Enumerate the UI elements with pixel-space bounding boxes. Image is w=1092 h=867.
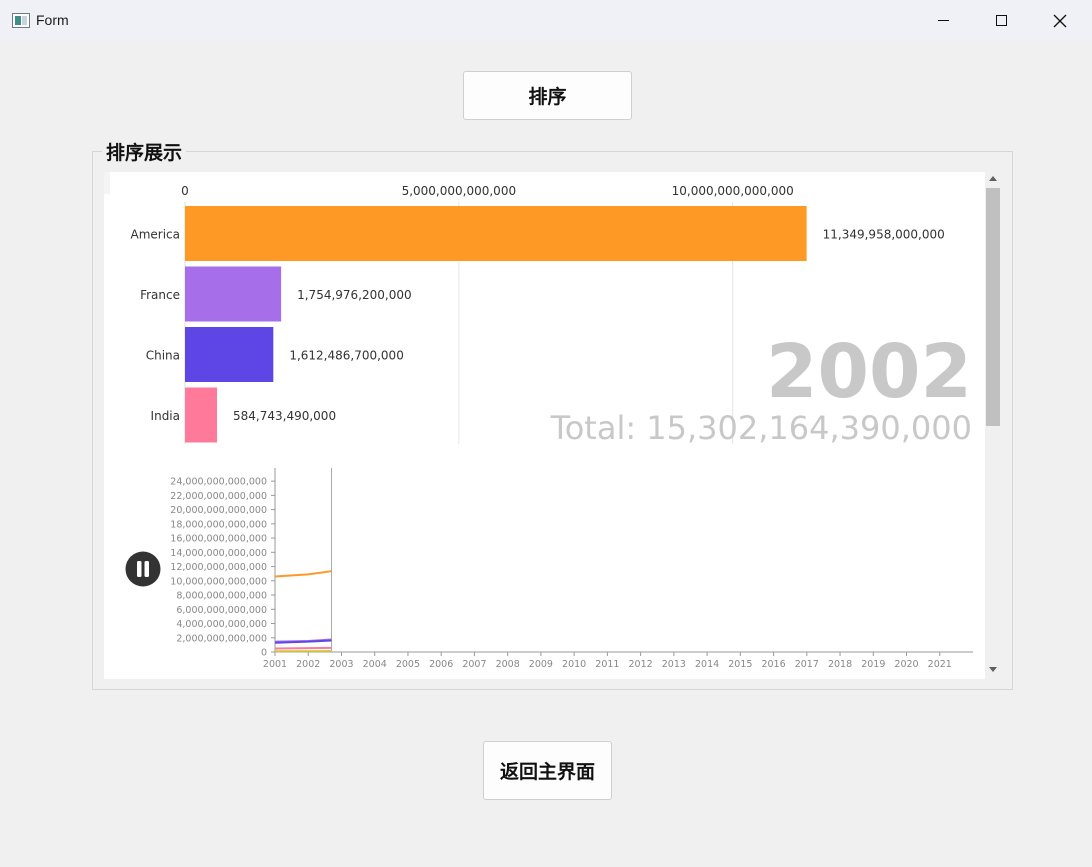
pause-button[interactable] — [125, 551, 161, 587]
chart-view: 0 5,000,000,000,000 10,000,000,000,000 2002… — [104, 172, 985, 679]
scroll-up-arrow-icon[interactable] — [989, 176, 997, 181]
line-x-tick-label: 2016 — [761, 659, 785, 670]
window-title: Form — [36, 12, 69, 28]
scroll-thumb[interactable] — [986, 188, 1000, 426]
pause-icon — [137, 561, 142, 577]
line-x-tick-label: 2019 — [861, 659, 885, 670]
line-y-tick-label: 6,000,000,000,000 — [176, 605, 267, 616]
bar-category-label: America — [131, 228, 181, 242]
line-x-tick-label: 2002 — [296, 659, 320, 670]
line-x-tick-label: 2010 — [562, 659, 586, 670]
line-x-tick-label: 2017 — [795, 659, 819, 670]
window-app-icon — [12, 13, 30, 28]
bar-category-label: China — [146, 349, 180, 363]
back-to-main-button[interactable]: 返回主界面 — [483, 741, 612, 800]
line-series-3 — [274, 646, 332, 650]
line-y-tick-label: 10,000,000,000,000 — [170, 576, 267, 587]
timeline-line-chart: 0 2,000,000,000,000 4,000,000,000,000 6,000… — [125, 468, 973, 670]
bar-india — [185, 387, 218, 443]
line-y-tick-label: 16,000,000,000,000 — [170, 534, 267, 545]
title-bar: Form — [0, 0, 1092, 41]
line-x-tick-label: 2015 — [728, 659, 752, 670]
bar-x-tick-label: 5,000,000,000,000 — [402, 184, 517, 198]
bar-value-label: 11,349,958,000,000 — [823, 228, 945, 242]
pause-icon-bar — [144, 561, 149, 577]
line-y-tick-label: 12,000,000,000,000 — [170, 562, 267, 573]
line-y-tick-label: 2,000,000,000,000 — [176, 633, 267, 644]
bar-value-label: 1,612,486,700,000 — [289, 349, 404, 363]
line-x-tick-label: 2014 — [695, 659, 719, 670]
bar-value-label: 584,743,490,000 — [233, 409, 336, 423]
bar-x-tick-label: 0 — [181, 184, 189, 198]
line-x-tick-label: 2005 — [396, 659, 420, 670]
vertical-scrollbar[interactable] — [985, 172, 1001, 679]
groupbox-title: 排序展示 — [102, 138, 187, 165]
line-y-tick-label: 0 — [261, 648, 267, 659]
pause-button-bg — [125, 551, 161, 587]
line-series-2 — [274, 639, 332, 644]
line-y-tick-label: 20,000,000,000,000 — [170, 505, 267, 516]
line-y-tick-label: 18,000,000,000,000 — [170, 519, 267, 530]
line-x-tick-label: 2011 — [595, 659, 619, 670]
bar-race-chart: 0 5,000,000,000,000 10,000,000,000,000 2002… — [131, 184, 973, 447]
line-x-tick-label: 2012 — [629, 659, 653, 670]
bar-france — [185, 266, 282, 322]
line-x-tick-label: 2006 — [429, 659, 453, 670]
line-x-tick-label: 2018 — [828, 659, 852, 670]
line-y-tick-label: 24,000,000,000,000 — [170, 477, 267, 488]
line-y-tick-label: 22,000,000,000,000 — [170, 491, 267, 502]
sort-display-groupbox — [92, 151, 1013, 690]
line-x-tick-label: 2007 — [462, 659, 486, 670]
bar-category-label: France — [140, 288, 180, 302]
line-y-tick-label: 8,000,000,000,000 — [176, 591, 267, 602]
minimize-button[interactable] — [914, 0, 972, 41]
line-x-tick-label: 2013 — [662, 659, 686, 670]
scroll-down-arrow-icon[interactable] — [989, 667, 997, 672]
line-x-tick-label: 2004 — [363, 659, 387, 670]
bar-x-tick-label: 10,000,000,000,000 — [672, 184, 794, 198]
line-x-tick-label: 2008 — [496, 659, 520, 670]
line-y-tick-label: 4,000,000,000,000 — [176, 619, 267, 630]
chart-svg: 0 5,000,000,000,000 10,000,000,000,000 2002… — [125, 184, 973, 670]
maximize-button[interactable] — [972, 0, 1030, 41]
line-y-tick-label: 14,000,000,000,000 — [170, 548, 267, 559]
close-button[interactable] — [1031, 0, 1089, 41]
bar-category-label: India — [151, 409, 180, 423]
bar-china — [185, 327, 274, 382]
line-x-tick-label: 2003 — [329, 659, 353, 670]
line-x-tick-label: 2020 — [894, 659, 918, 670]
maximize-icon — [995, 15, 1007, 26]
total-label: Total: 15,302,164,390,000 — [550, 409, 972, 447]
bar-america — [185, 206, 807, 261]
close-icon — [1053, 14, 1067, 27]
line-x-tick-label: 2009 — [529, 659, 553, 670]
bar-value-label: 1,754,976,200,000 — [297, 288, 412, 302]
line-series-0 — [274, 570, 332, 578]
line-x-tick-label: 2001 — [263, 659, 287, 670]
sort-button[interactable]: 排序 — [463, 71, 632, 120]
year-label: 2002 — [766, 329, 972, 415]
minimize-icon — [937, 20, 949, 21]
line-x-tick-label: 2021 — [928, 659, 952, 670]
